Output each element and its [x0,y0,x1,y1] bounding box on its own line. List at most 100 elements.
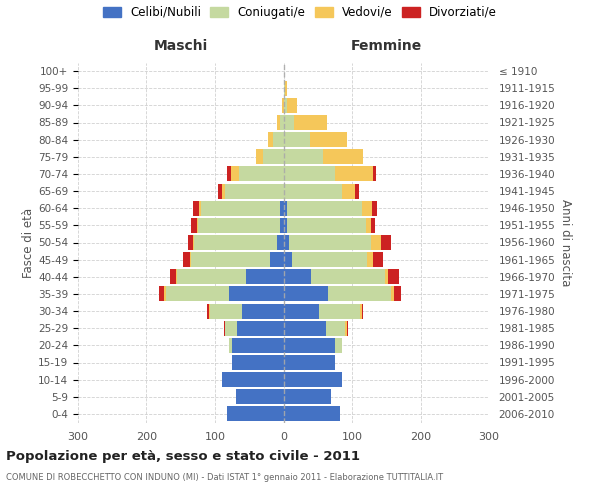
Bar [294,115,326,130]
Bar [335,166,373,182]
Bar [362,304,363,318]
Bar [345,320,347,336]
Bar [277,115,280,130]
Bar [284,132,310,147]
Bar [326,320,345,336]
Bar [209,304,242,318]
Text: Femmine: Femmine [350,38,422,52]
Bar [381,235,391,250]
Bar [347,320,348,336]
Bar [263,149,284,164]
Bar [284,200,287,216]
Bar [194,235,277,250]
Bar [178,269,246,284]
Bar [239,166,284,182]
Bar [284,269,311,284]
Bar [284,252,292,267]
Bar [236,389,284,404]
Bar [311,269,385,284]
Bar [183,252,190,267]
Bar [335,338,342,353]
Bar [246,269,284,284]
Bar [310,132,347,147]
Bar [280,115,284,130]
Bar [270,252,284,267]
Bar [284,320,326,336]
Bar [242,304,284,318]
Bar [268,132,273,147]
Bar [284,149,323,164]
Bar [292,252,367,267]
Bar [284,218,287,233]
Bar [190,252,191,267]
Bar [222,184,225,198]
Bar [284,304,319,318]
Bar [284,338,335,353]
Bar [237,320,284,336]
Bar [164,286,166,302]
Bar [166,286,229,302]
Bar [282,98,284,113]
Bar [284,286,328,302]
Bar [373,166,376,182]
Bar [371,218,374,233]
Bar [218,184,222,198]
Y-axis label: Fasce di età: Fasce di età [22,208,35,278]
Bar [284,372,342,387]
Bar [394,286,401,302]
Bar [284,406,340,422]
Bar [371,235,381,250]
Y-axis label: Anni di nascita: Anni di nascita [559,199,572,286]
Bar [284,166,335,182]
Bar [277,235,284,250]
Bar [287,200,362,216]
Bar [227,166,231,182]
Bar [176,269,178,284]
Bar [273,132,284,147]
Bar [280,218,284,233]
Bar [284,184,342,198]
Bar [362,200,372,216]
Bar [284,235,289,250]
Bar [229,286,284,302]
Bar [284,98,287,113]
Bar [287,218,366,233]
Bar [202,200,280,216]
Bar [280,200,284,216]
Bar [224,320,237,336]
Bar [372,200,377,216]
Bar [388,269,398,284]
Bar [373,252,383,267]
Text: COMUNE DI ROBECCHETTO CON INDUNO (MI) - Dati ISTAT 1° gennaio 2011 - Elaborazion: COMUNE DI ROBECCHETTO CON INDUNO (MI) - … [6,472,443,482]
Bar [191,252,270,267]
Bar [323,149,363,164]
Bar [284,115,294,130]
Legend: Celibi/Nubili, Coniugati/e, Vedovi/e, Divorziati/e: Celibi/Nubili, Coniugati/e, Vedovi/e, Di… [103,6,497,19]
Bar [284,355,335,370]
Bar [284,389,331,404]
Bar [287,98,297,113]
Text: Maschi: Maschi [154,38,208,52]
Bar [193,235,194,250]
Bar [284,80,285,96]
Bar [199,200,202,216]
Bar [222,372,284,387]
Bar [289,235,371,250]
Bar [366,218,371,233]
Bar [231,166,239,182]
Bar [170,269,176,284]
Bar [159,286,164,302]
Text: Popolazione per età, sesso e stato civile - 2011: Popolazione per età, sesso e stato civil… [6,450,360,463]
Bar [193,200,199,216]
Bar [198,218,280,233]
Bar [227,406,284,422]
Bar [367,252,373,267]
Bar [360,304,362,318]
Bar [355,184,359,198]
Bar [256,149,263,164]
Bar [232,338,284,353]
Bar [229,338,232,353]
Bar [328,286,391,302]
Bar [319,304,360,318]
Bar [232,355,284,370]
